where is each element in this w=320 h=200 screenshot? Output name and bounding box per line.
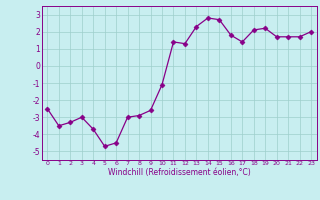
X-axis label: Windchill (Refroidissement éolien,°C): Windchill (Refroidissement éolien,°C)	[108, 168, 251, 177]
